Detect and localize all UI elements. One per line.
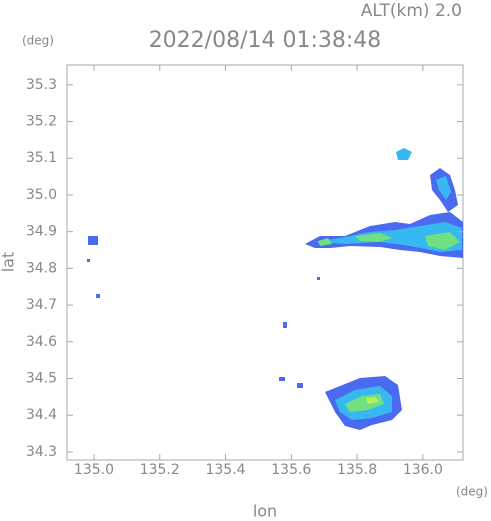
radar-echoes (87, 148, 463, 430)
plot-frame (66, 64, 464, 461)
y-tick-label: 34.7 (26, 297, 57, 313)
y-tick-label: 35.3 (26, 77, 57, 93)
x-tick-label: 135.4 (205, 462, 245, 478)
y-tick-label: 34.4 (26, 407, 57, 423)
altitude-label: ALT(km) 2.0 (361, 1, 462, 21)
y-axis-label: lat (0, 252, 18, 273)
x-tick-label: 135.8 (337, 462, 377, 478)
y-tick-label: 35.2 (26, 114, 57, 130)
x-tick-label: 135.0 (74, 462, 114, 478)
x-unit: (deg) (456, 485, 488, 499)
y-tick-label: 34.8 (26, 260, 57, 276)
x-tick-label: 135.2 (140, 462, 180, 478)
chart-title: 2022/08/14 01:38:48 (149, 28, 382, 53)
y-tick-label: 34.6 (26, 334, 57, 350)
y-tick-label: 35.1 (26, 150, 57, 166)
y-tick-label: 34.9 (26, 224, 57, 240)
x-tick-label: 136.0 (403, 462, 443, 478)
y-unit: (deg) (22, 34, 54, 48)
x-tick-label: 135.6 (271, 462, 311, 478)
y-tick-label: 34.5 (26, 371, 57, 387)
y-tick-label: 35.0 (26, 187, 57, 203)
x-axis-label: lon (253, 502, 277, 521)
y-tick-label: 34.3 (26, 444, 57, 460)
